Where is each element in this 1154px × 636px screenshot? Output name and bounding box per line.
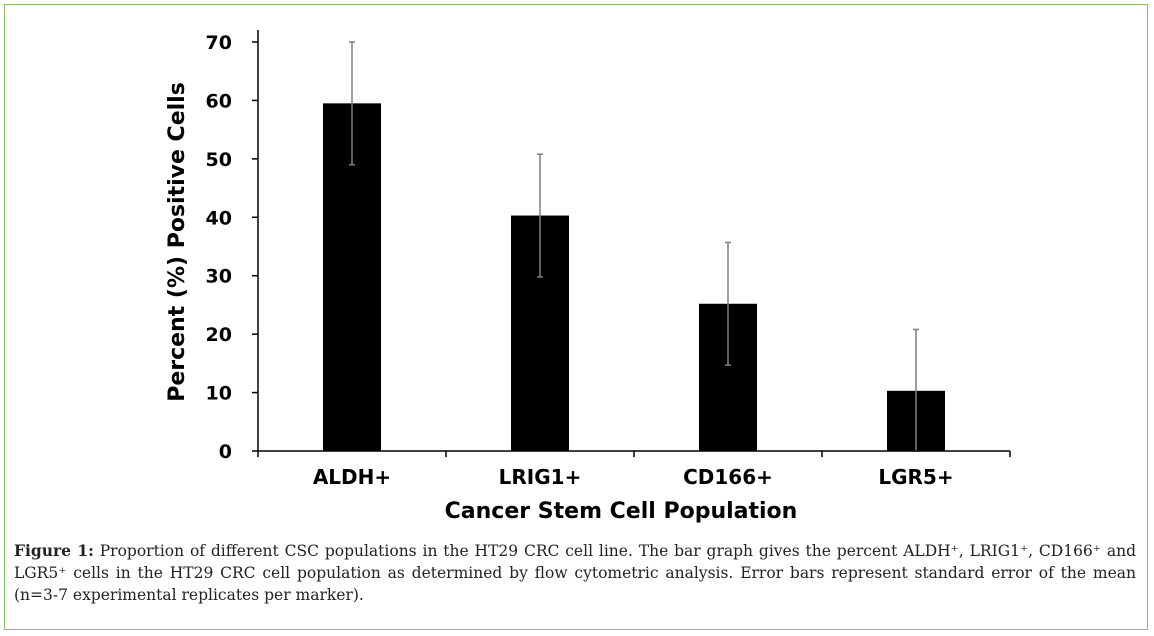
y-tick-label: 70: [206, 32, 232, 54]
x-category-label: LRIG1+: [499, 465, 582, 489]
caption-label: Figure 1:: [14, 541, 94, 560]
y-axis-title: Percent (%) Positive Cells: [165, 82, 190, 402]
y-tick-label: 50: [206, 149, 232, 171]
bar-chart: 0 10 20 30 40 50 60 70 ALDH+ LRIG1+ CD166+ LGR5+ C…: [165, 30, 1011, 524]
y-tick-label: 60: [206, 90, 232, 112]
x-category-label: ALDH+: [313, 465, 391, 489]
caption-text: Proportion of different CSC populations …: [14, 542, 1136, 604]
y-tick-label: 20: [206, 324, 232, 346]
y-tick-label: 10: [206, 383, 232, 405]
y-tick-label: 40: [206, 207, 232, 229]
x-axis-title: Cancer Stem Cell Population: [445, 499, 798, 524]
y-tick-label: 0: [219, 441, 232, 463]
x-category-label: LGR5+: [878, 465, 953, 489]
figure-frame: [4, 4, 1148, 630]
x-category-label: CD166+: [683, 465, 773, 489]
y-tick-label: 30: [206, 266, 232, 288]
figure-caption: Figure 1: Proportion of different CSC po…: [14, 540, 1136, 606]
